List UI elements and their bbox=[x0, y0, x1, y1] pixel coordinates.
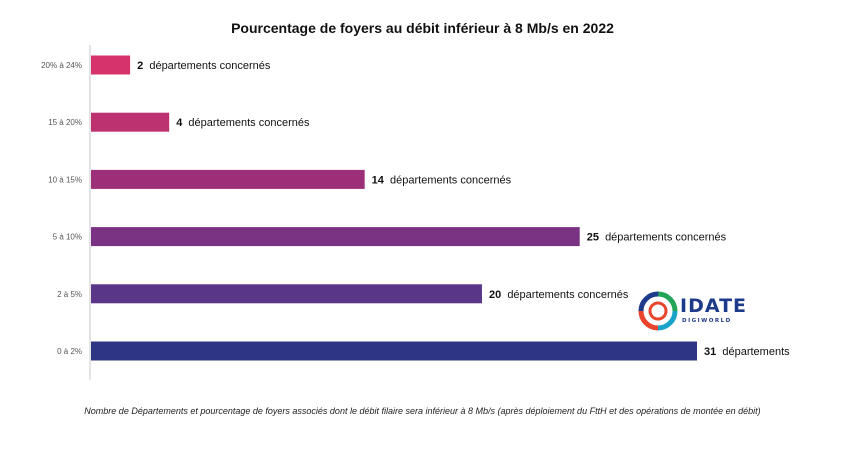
bar bbox=[91, 169, 365, 189]
data-label-text: départements bbox=[716, 346, 790, 358]
data-label: 2 départements concernés bbox=[137, 60, 271, 72]
y-tick-label: 20% à 24% bbox=[41, 61, 82, 70]
bar bbox=[91, 55, 131, 75]
bar bbox=[91, 112, 170, 132]
data-label-number: 31 bbox=[704, 346, 716, 358]
data-label: 4 départements concernés bbox=[176, 117, 310, 129]
data-label-number: 14 bbox=[372, 174, 385, 186]
data-label-text: départements concernés bbox=[143, 60, 271, 72]
data-label-text: départements concernés bbox=[501, 289, 629, 301]
data-label: 25 départements concernés bbox=[587, 232, 727, 244]
data-label: 14 départements concernés bbox=[372, 174, 512, 186]
y-tick-label: 5 à 10% bbox=[53, 233, 82, 242]
chart-title: Pourcentage de foyers au débit inférieur… bbox=[231, 20, 614, 36]
chart-caption: Nombre de Départements et pourcentage de… bbox=[84, 406, 761, 416]
data-label: 31 départements bbox=[704, 346, 790, 358]
data-label-text: départements concernés bbox=[384, 174, 512, 186]
data-label-text: départements concernés bbox=[182, 117, 310, 129]
y-tick-label: 10 à 15% bbox=[48, 175, 82, 184]
data-label: 20 départements concernés bbox=[489, 289, 629, 301]
bar bbox=[91, 227, 580, 247]
y-tick-label: 15 à 20% bbox=[48, 118, 82, 127]
bar bbox=[91, 284, 482, 304]
idate-swirl-icon bbox=[638, 291, 678, 331]
data-label-number: 2 bbox=[137, 60, 143, 72]
bar bbox=[91, 341, 697, 361]
data-label-number: 20 bbox=[489, 289, 501, 301]
logo-subtitle: DIGIWORLD bbox=[682, 318, 732, 324]
data-label-number: 4 bbox=[176, 117, 183, 129]
logo-name: IDATE bbox=[680, 295, 748, 317]
y-tick-label: 0 à 2% bbox=[57, 347, 82, 356]
y-tick-label: 2 à 5% bbox=[57, 290, 82, 299]
data-label-text: départements concernés bbox=[599, 232, 727, 244]
idate-logo: IDATE DIGIWORLD bbox=[638, 291, 746, 331]
data-label-number: 25 bbox=[587, 232, 599, 244]
